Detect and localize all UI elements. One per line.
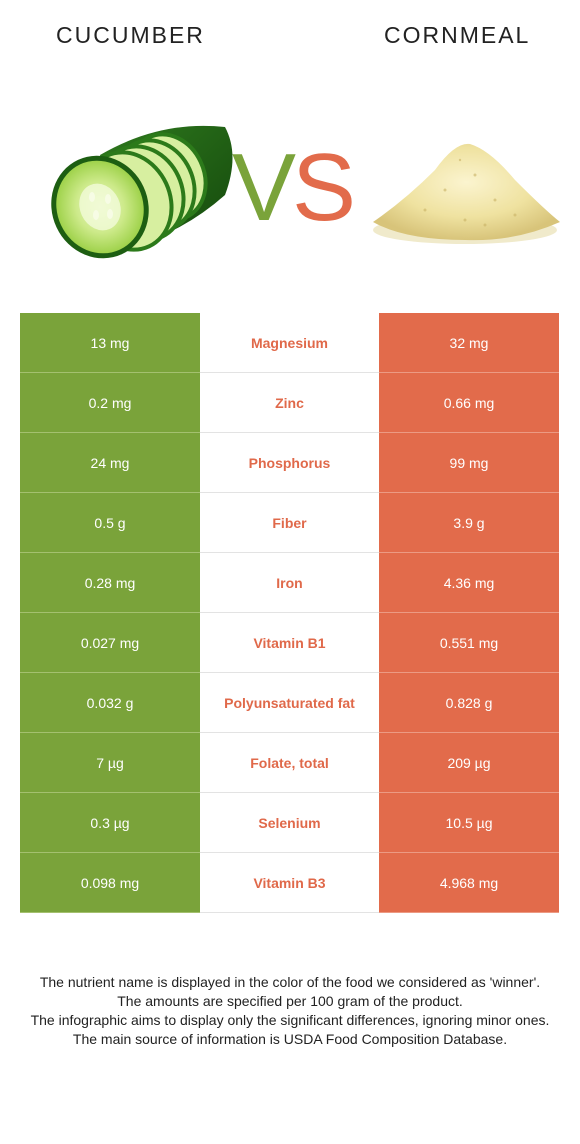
vs-s-letter: S bbox=[292, 138, 352, 228]
left-food-value: 0.3 µg bbox=[20, 792, 200, 853]
nutrient-name: Vitamin B1 bbox=[200, 612, 379, 673]
right-food-value: 10.5 µg bbox=[379, 792, 559, 853]
nutrient-name: Phosphorus bbox=[200, 432, 379, 493]
footer-note-1: The nutrient name is displayed in the co… bbox=[39, 974, 541, 990]
right-food-value: 3.9 g bbox=[379, 492, 559, 553]
comparison-row: 0.032 g Polyunsaturated fat 0.828 g bbox=[20, 672, 559, 733]
left-food-value: 0.2 mg bbox=[20, 372, 200, 433]
right-food-value: 4.36 mg bbox=[379, 552, 559, 613]
right-food-value: 32 mg bbox=[379, 313, 559, 373]
left-food-value: 0.28 mg bbox=[20, 552, 200, 613]
comparison-rows: 13 mg Magnesium 32 mg 0.2 mg Zinc 0.66 mg 24 m… bbox=[20, 313, 559, 913]
left-food-value: 24 mg bbox=[20, 432, 200, 493]
comparison-row: 0.5 g Fiber 3.9 g bbox=[20, 492, 559, 553]
nutrient-name: Folate, total bbox=[200, 732, 379, 793]
right-food-value: 4.968 mg bbox=[379, 852, 559, 913]
right-food-value: 0.828 g bbox=[379, 672, 559, 733]
left-food-value: 7 µg bbox=[20, 732, 200, 793]
comparison-row: 24 mg Phosphorus 99 mg bbox=[20, 432, 559, 493]
comparison-row: 0.027 mg Vitamin B1 0.551 mg bbox=[20, 612, 559, 673]
footer-note-2: The amounts are specified per 100 gram o… bbox=[117, 993, 463, 1009]
comparison-row: 13 mg Magnesium 32 mg bbox=[20, 313, 559, 373]
right-food-value: 209 µg bbox=[379, 732, 559, 793]
comparison-row: 0.2 mg Zinc 0.66 mg bbox=[20, 372, 559, 433]
right-food-value: 99 mg bbox=[379, 432, 559, 493]
nutrient-name: Iron bbox=[200, 552, 379, 613]
comparison-row: 0.098 mg Vitamin B3 4.968 mg bbox=[20, 852, 559, 913]
comparison-table: 13 mg Magnesium 32 mg 0.2 mg Zinc 0.66 mg 24 m… bbox=[20, 313, 559, 913]
comparison-row: 0.3 µg Selenium 10.5 µg bbox=[20, 792, 559, 853]
vs-v-letter: V bbox=[232, 138, 296, 228]
left-food-title: CUCUMBER bbox=[56, 22, 205, 48]
footer-notes: The nutrient name is displayed in the co… bbox=[14, 973, 566, 1049]
footer-note-3: The infographic aims to display only the… bbox=[30, 1012, 550, 1028]
cornmeal-image bbox=[373, 143, 560, 244]
vs-logo: V S bbox=[232, 138, 352, 228]
left-food-value: 0.098 mg bbox=[20, 852, 200, 913]
cucumber-image bbox=[51, 125, 233, 259]
nutrient-name: Vitamin B3 bbox=[200, 852, 379, 913]
nutrient-name: Polyunsaturated fat bbox=[200, 672, 379, 733]
comparison-row: 0.28 mg Iron 4.36 mg bbox=[20, 552, 559, 613]
left-food-value: 13 mg bbox=[20, 313, 200, 373]
comparison-row: 7 µg Folate, total 209 µg bbox=[20, 732, 559, 793]
nutrient-name: Fiber bbox=[200, 492, 379, 553]
left-food-value: 0.032 g bbox=[20, 672, 200, 733]
footer-note-4: The main source of information is USDA F… bbox=[72, 1031, 508, 1047]
nutrient-name: Selenium bbox=[200, 792, 379, 853]
nutrient-name: Zinc bbox=[200, 372, 379, 433]
right-food-title: CORNMEAL bbox=[384, 22, 531, 48]
right-food-value: 0.551 mg bbox=[379, 612, 559, 673]
nutrient-name: Magnesium bbox=[200, 313, 379, 373]
right-food-value: 0.66 mg bbox=[379, 372, 559, 433]
left-food-value: 0.5 g bbox=[20, 492, 200, 553]
left-food-value: 0.027 mg bbox=[20, 612, 200, 673]
